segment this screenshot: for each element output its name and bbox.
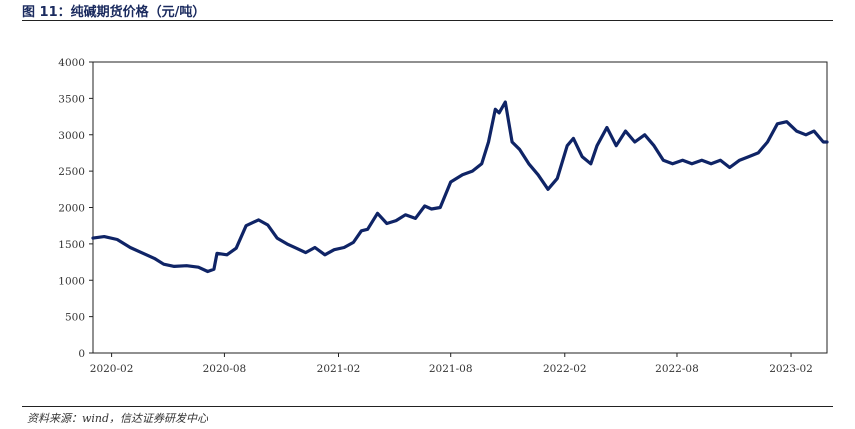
y-tick-label: 3500: [58, 93, 85, 105]
y-tick-label: 2500: [58, 166, 85, 178]
y-tick-label: 500: [65, 312, 85, 324]
x-tick-label: 2020-02: [90, 363, 134, 375]
title-underline: [22, 20, 833, 21]
figure-title: 图 11：纯碱期货价格（元/吨）: [22, 5, 206, 20]
y-tick-label: 2000: [58, 203, 85, 215]
x-tick-label: 2020-08: [203, 363, 247, 375]
y-axis: 0 500 1000 1500 2000 2500 3000 3500 4000: [58, 57, 93, 360]
series-line: [91, 100, 829, 274]
y-tick-label: 0: [78, 348, 85, 360]
x-tick-label: 2022-08: [655, 363, 699, 375]
x-tick-label: 2023-02: [769, 363, 813, 375]
y-tick-label: 1000: [58, 275, 85, 287]
source-note: 资料来源：wind，信达证券研发中心: [27, 412, 209, 425]
x-axis: 2020-02 2020-08 2021-02 2021-08 2022-02 2022-…: [90, 353, 813, 375]
x-tick-label: 2021-02: [317, 363, 361, 375]
y-tick-label: 4000: [58, 57, 85, 69]
y-tick-label: 3000: [58, 130, 85, 142]
plot-area-frame: [92, 61, 828, 354]
y-tick-label: 1500: [58, 239, 85, 251]
x-tick-label: 2022-02: [543, 363, 587, 375]
source-divider: [22, 406, 833, 407]
x-tick-label: 2021-08: [429, 363, 473, 375]
